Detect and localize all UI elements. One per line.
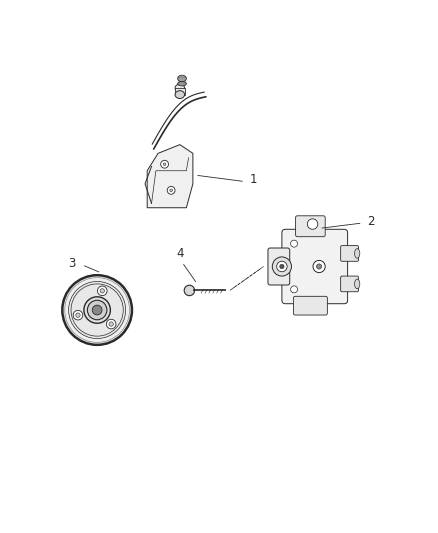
Circle shape bbox=[280, 264, 284, 269]
Ellipse shape bbox=[178, 82, 186, 86]
Circle shape bbox=[167, 187, 175, 194]
FancyBboxPatch shape bbox=[341, 276, 358, 292]
Circle shape bbox=[163, 163, 166, 166]
Circle shape bbox=[161, 160, 169, 168]
Circle shape bbox=[69, 281, 126, 338]
Ellipse shape bbox=[175, 91, 185, 99]
Circle shape bbox=[88, 300, 107, 320]
Circle shape bbox=[307, 219, 318, 229]
Circle shape bbox=[317, 264, 322, 269]
Text: 1: 1 bbox=[250, 173, 257, 187]
Ellipse shape bbox=[355, 279, 360, 289]
Text: 2: 2 bbox=[367, 215, 374, 228]
Ellipse shape bbox=[175, 84, 185, 92]
Circle shape bbox=[84, 297, 110, 323]
Circle shape bbox=[100, 289, 104, 293]
Circle shape bbox=[73, 310, 83, 320]
FancyBboxPatch shape bbox=[293, 296, 327, 315]
Circle shape bbox=[170, 189, 173, 192]
Circle shape bbox=[277, 261, 287, 272]
Text: 4: 4 bbox=[176, 247, 184, 260]
Circle shape bbox=[106, 319, 116, 329]
Text: 3: 3 bbox=[68, 256, 75, 270]
Circle shape bbox=[290, 240, 297, 247]
FancyBboxPatch shape bbox=[296, 216, 325, 237]
Circle shape bbox=[290, 286, 297, 293]
Ellipse shape bbox=[178, 75, 186, 82]
Circle shape bbox=[184, 285, 194, 296]
FancyBboxPatch shape bbox=[341, 246, 358, 261]
FancyBboxPatch shape bbox=[268, 248, 290, 285]
Bar bbox=[175, 87, 185, 94]
FancyBboxPatch shape bbox=[282, 229, 348, 304]
Circle shape bbox=[76, 313, 80, 317]
Circle shape bbox=[272, 257, 291, 276]
Circle shape bbox=[62, 275, 132, 345]
Polygon shape bbox=[147, 144, 193, 208]
Ellipse shape bbox=[355, 249, 360, 258]
Circle shape bbox=[92, 305, 102, 315]
Circle shape bbox=[313, 261, 325, 272]
Circle shape bbox=[98, 286, 107, 296]
Circle shape bbox=[109, 322, 113, 326]
